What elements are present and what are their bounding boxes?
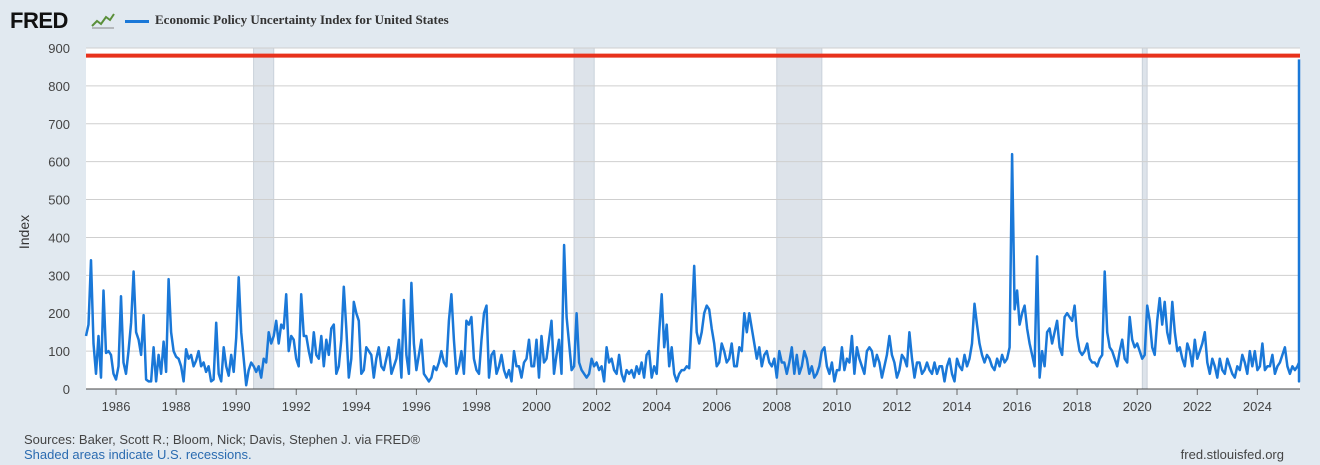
y-tick-label: 400 [48, 230, 70, 245]
y-tick-label: 200 [48, 306, 70, 321]
x-tick-label: 1998 [462, 399, 491, 414]
x-tick-label: 2016 [1003, 399, 1032, 414]
sources-text: Sources: Baker, Scott R.; Bloom, Nick; D… [24, 432, 421, 447]
fred-chart-icon [90, 12, 116, 30]
x-tick-label: 2014 [943, 399, 972, 414]
x-tick-label: 2010 [822, 399, 851, 414]
recession-note[interactable]: Shaded areas indicate U.S. recessions. [24, 447, 252, 462]
y-tick-label: 800 [48, 79, 70, 94]
x-tick-label: 1988 [162, 399, 191, 414]
x-tick-label: 2012 [882, 399, 911, 414]
x-tick-label: 2000 [522, 399, 551, 414]
fred-logo[interactable]: FRED [10, 8, 68, 33]
legend-series-label[interactable]: Economic Policy Uncertainty Index for Un… [155, 12, 449, 27]
x-tick-label: 2022 [1183, 399, 1212, 414]
x-tick-label: 2008 [762, 399, 791, 414]
y-tick-label: 100 [48, 344, 70, 359]
y-tick-label: 0 [63, 382, 70, 397]
x-tick-label: 2004 [642, 399, 671, 414]
y-axis-label: Index [16, 214, 32, 250]
x-tick-label: 2020 [1123, 399, 1152, 414]
y-tick-label: 700 [48, 117, 70, 132]
recession-band [776, 47, 823, 390]
x-tick-label: 1994 [342, 399, 371, 414]
y-tick-label: 600 [48, 155, 70, 170]
fred-url[interactable]: fred.stlouisfed.org [1180, 447, 1284, 462]
y-tick-label: 300 [48, 268, 70, 283]
x-tick-label: 2006 [702, 399, 731, 414]
legend-line-swatch [125, 20, 149, 23]
chart-header: FRED Economic Policy Uncertainty Index f… [0, 0, 1320, 44]
x-tick-label: 2002 [582, 399, 611, 414]
x-tick-label: 2018 [1063, 399, 1092, 414]
x-tick-label: 1996 [402, 399, 431, 414]
x-tick-label: 1992 [282, 399, 311, 414]
x-tick-label: 2024 [1243, 399, 1272, 414]
x-tick-label: 1986 [102, 399, 131, 414]
y-tick-label: 900 [48, 41, 70, 56]
y-tick-label: 500 [48, 193, 70, 208]
series-line [84, 59, 1301, 387]
x-tick-label: 1990 [222, 399, 251, 414]
